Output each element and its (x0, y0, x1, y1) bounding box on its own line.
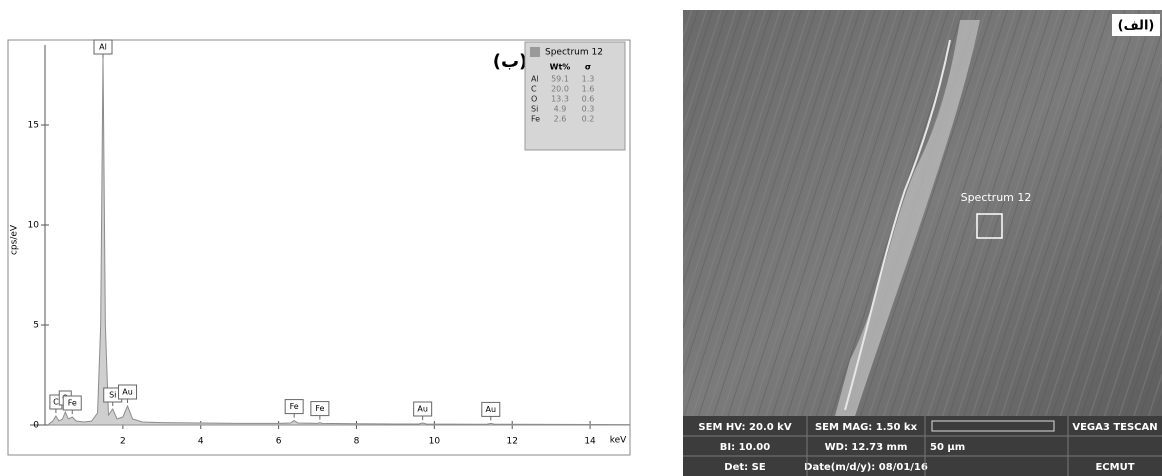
legend-value: 13.3 (551, 95, 569, 104)
legend-value: 2.6 (554, 115, 567, 124)
x-tick-label: 8 (354, 437, 360, 447)
legend-title: Spectrum 12 (545, 48, 603, 58)
legend-value: 0.3 (582, 105, 595, 114)
legend-element: Si (531, 105, 538, 114)
info-text: ECMUT (1095, 462, 1134, 473)
legend-value: 4.9 (554, 105, 567, 114)
legend-value: 1.6 (582, 85, 595, 94)
info-text: Det: SE (724, 462, 766, 473)
legend-value: 1.3 (582, 75, 595, 84)
peak-label: Al (99, 43, 107, 52)
legend-header: σ (585, 63, 591, 72)
x-tick-label: 12 (506, 437, 517, 447)
info-text: Date(m/d/y): 08/01/16 (804, 462, 928, 473)
x-axis-label: keV (610, 436, 627, 446)
panel-label: (الف) (1118, 19, 1155, 34)
x-tick-label: 10 (429, 437, 441, 447)
region-label: Spectrum 12 (961, 191, 1032, 204)
peak-label: Fe (315, 404, 324, 413)
legend-box (525, 42, 625, 150)
info-text: VEGA3 TESCAN (1072, 422, 1157, 433)
sem-image: Spectrum 12 (الف) (683, 10, 1162, 476)
peak-label: Fe (68, 399, 77, 408)
legend-element: Fe (531, 115, 540, 124)
legend-swatch (530, 47, 540, 57)
legend-value: 20.0 (551, 85, 569, 94)
legend: Spectrum 12 Wt% σ Al 59.1 1.3 C 20.0 1.6 O 13.3 0.… (525, 42, 625, 150)
info-text: SEM MAG: 1.50 kx (815, 422, 918, 433)
legend-header: Wt% (550, 63, 571, 72)
y-tick-label: 5 (33, 321, 39, 331)
figure: (ب) cps/eV keV Spectrum 12 Wt% σ Al 59.1 1.3… (0, 0, 1162, 476)
legend-element: Al (531, 75, 539, 84)
peak-label: Si (109, 391, 116, 400)
y-tick-label: 15 (28, 121, 39, 131)
x-tick-label: 14 (584, 437, 596, 447)
y-axis-label: cps/eV (10, 224, 20, 255)
y-tick-label: 0 (33, 421, 39, 431)
legend-element: O (531, 95, 537, 104)
panel-label: (ب) (493, 51, 528, 72)
info-text: 50 μm (930, 442, 965, 453)
legend-value: 59.1 (551, 75, 569, 84)
y-tick-label: 10 (28, 221, 40, 231)
info-text: SEM HV: 20.0 kV (698, 422, 791, 433)
info-text: BI: 10.00 (720, 442, 770, 453)
legend-element: C (531, 85, 537, 94)
peak-label: C (53, 398, 59, 407)
x-tick-label: 6 (276, 437, 282, 447)
x-tick-label: 4 (198, 437, 204, 447)
peak-label: Fe (290, 402, 299, 411)
peak-label: Au (486, 405, 497, 414)
peak-label: Au (417, 405, 428, 414)
legend-value: 0.2 (582, 115, 595, 124)
x-tick-label: 2 (120, 437, 126, 447)
peak-label: Au (122, 388, 133, 397)
info-text: WD: 12.73 mm (825, 442, 908, 453)
legend-value: 0.6 (582, 95, 595, 104)
